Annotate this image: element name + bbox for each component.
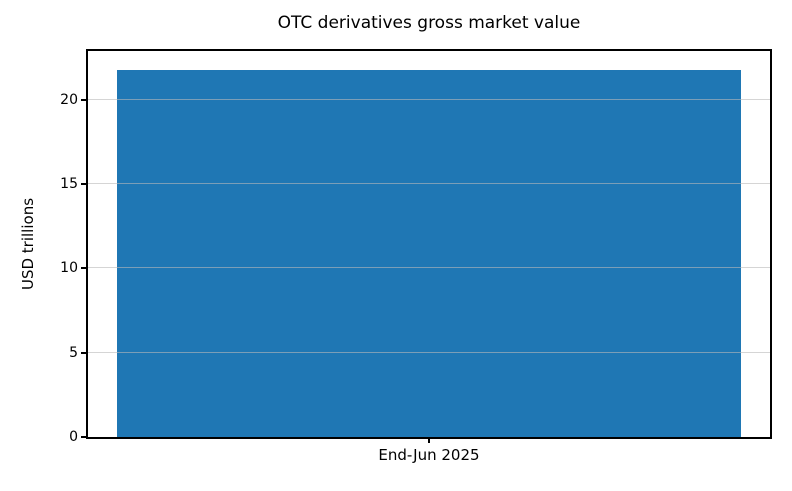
y-tick-label: 10 (60, 260, 78, 277)
y-tick-label: 20 (60, 91, 78, 108)
y-tick-label: 0 (69, 429, 78, 445)
x-tick-label: End-Jun 2025 (378, 446, 480, 464)
y-tick-mark (81, 351, 86, 354)
y-tick-mark (81, 183, 86, 186)
bar (116, 69, 741, 437)
y-tick-label: 5 (69, 344, 78, 361)
y-tick-mark (81, 267, 86, 270)
gridline (88, 98, 770, 100)
gridline (88, 351, 770, 353)
x-tick-mark (428, 439, 430, 443)
gridline (88, 267, 770, 269)
gridline (88, 183, 770, 185)
plot-area (86, 49, 772, 439)
y-tick-mark (81, 436, 86, 438)
y-tick-label: 15 (60, 176, 78, 193)
y-tick-mark (81, 98, 86, 101)
chart-title: OTC derivatives gross market value (277, 13, 581, 33)
